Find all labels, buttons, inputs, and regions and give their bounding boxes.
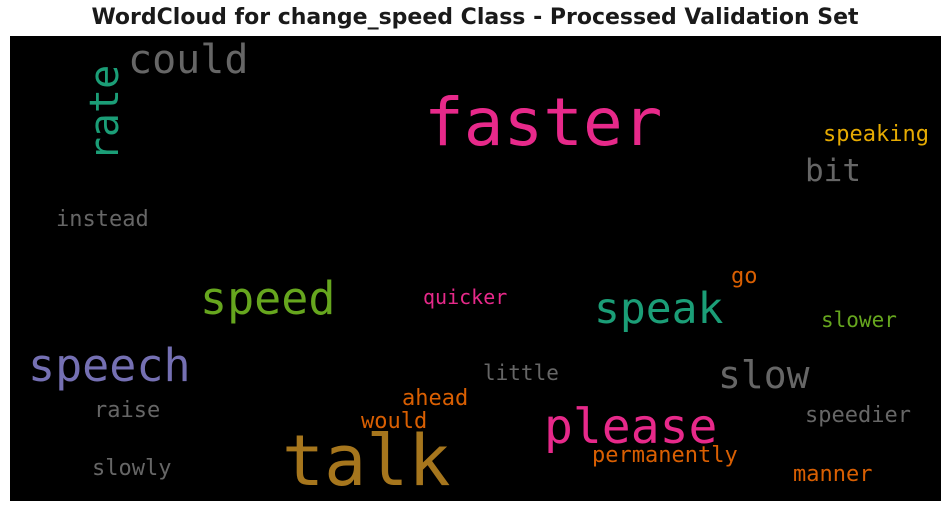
word-slow: slow bbox=[718, 353, 810, 397]
word-slowly: slowly bbox=[92, 456, 172, 481]
word-instead: instead bbox=[56, 207, 149, 232]
page-title: WordCloud for change_speed Class - Proce… bbox=[91, 5, 859, 30]
word-speaking: speaking bbox=[823, 122, 929, 147]
word-speedier: speedier bbox=[805, 403, 911, 428]
word-speech: speech bbox=[28, 339, 191, 392]
word-quicker: quicker bbox=[423, 285, 508, 309]
word-could: could bbox=[128, 37, 249, 83]
word-raise: raise bbox=[94, 398, 161, 423]
word-slower: slower bbox=[821, 308, 897, 332]
word-faster: faster bbox=[424, 84, 663, 161]
word-rate: rate bbox=[82, 64, 129, 162]
word-cloud: faster talk speech please speed speak co… bbox=[10, 36, 941, 501]
word-please: please bbox=[544, 399, 718, 455]
word-go: go bbox=[731, 264, 758, 289]
word-manner: manner bbox=[793, 462, 873, 487]
word-speak: speak bbox=[594, 284, 724, 334]
word-permanently: permanently bbox=[592, 443, 738, 468]
word-talk: talk bbox=[282, 420, 451, 501]
word-little: little bbox=[483, 361, 559, 385]
word-bit: bit bbox=[805, 153, 861, 189]
word-would: would bbox=[361, 409, 428, 434]
word-speed: speed bbox=[200, 272, 336, 325]
word-ahead: ahead bbox=[402, 386, 469, 411]
